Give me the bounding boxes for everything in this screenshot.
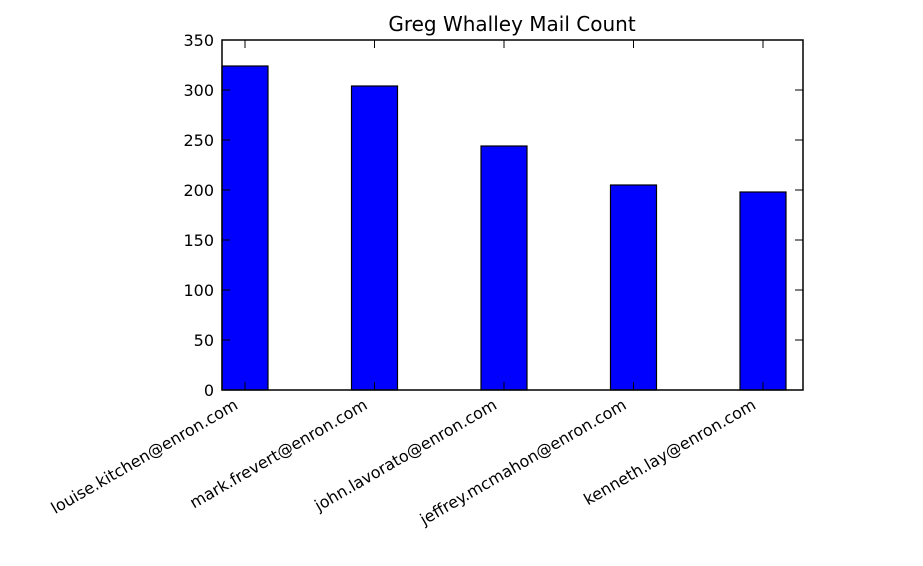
y-tick-label: 150 bbox=[183, 231, 214, 250]
bar bbox=[609, 184, 658, 391]
y-tick-label: 200 bbox=[183, 181, 214, 200]
y-tick-label: 0 bbox=[204, 381, 214, 400]
plot-frame bbox=[221, 39, 804, 391]
y-tick-label: 100 bbox=[183, 281, 214, 300]
chart-title: Greg Whalley Mail Count bbox=[388, 12, 635, 36]
y-tick-labels: 0 50 100 150 200 250 300 350 bbox=[183, 31, 214, 400]
bars-layer bbox=[221, 65, 787, 391]
bar bbox=[739, 191, 787, 391]
y-tick-label: 300 bbox=[183, 81, 214, 100]
y-tick-label: 50 bbox=[194, 331, 214, 350]
bar bbox=[350, 85, 399, 391]
bar bbox=[221, 65, 269, 391]
x-tick-labels: louise.kitchen@enron.commark.frevert@enr… bbox=[48, 395, 759, 529]
y-tick-label: 250 bbox=[183, 131, 214, 150]
y-tick-label: 350 bbox=[183, 31, 214, 50]
ticks-layer bbox=[222, 39, 803, 391]
bar bbox=[480, 145, 528, 391]
x-tick-label: jeffrey.mcmahon@enron.com bbox=[416, 395, 630, 529]
